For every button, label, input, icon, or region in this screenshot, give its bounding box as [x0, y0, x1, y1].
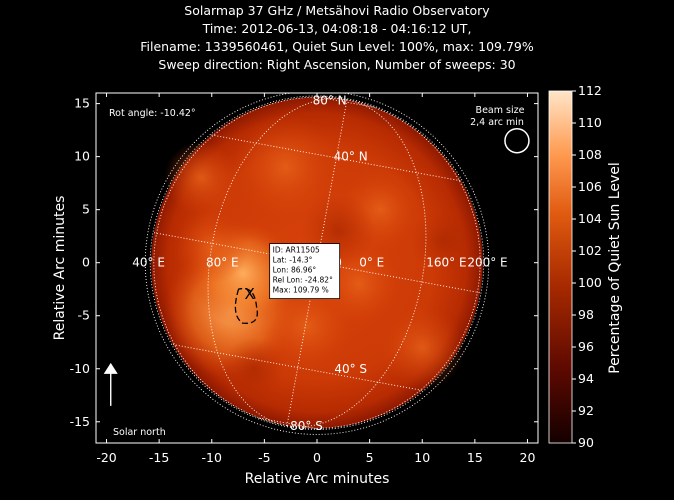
longitude-line [153, 96, 348, 427]
colorbar-tick-label: 112 [578, 83, 602, 98]
grid-label-40s: 40° S [334, 362, 367, 376]
grid-label-lon-0e: 0° E [359, 256, 384, 270]
colorbar-tick-label: 90 [578, 435, 594, 450]
y-tick-label: 15 [74, 96, 90, 111]
active-region-info-line: Lat: -14.3° [273, 256, 313, 265]
colorbar-tick-label: 98 [578, 307, 594, 322]
x-tick-label: 0 [313, 450, 321, 465]
colorbar-tick-label: 108 [578, 147, 602, 162]
y-tick-label: 10 [74, 149, 90, 164]
x-axis-label: Relative Arc minutes [245, 471, 390, 487]
colorbar-tick-label: 92 [578, 403, 594, 418]
x-tick-label: 10 [414, 450, 430, 465]
grid-label-lon-160: 160° E [426, 256, 466, 270]
y-tick-label: 5 [82, 202, 90, 217]
longitude-line [207, 98, 348, 427]
colorbar [548, 90, 573, 444]
outer-limb-circle [144, 93, 490, 435]
title-line-4: Sweep direction: Right Ascension, Number… [158, 57, 516, 72]
active-region-info-line: ID: AR11505 [273, 246, 320, 255]
y-tick-label: -5 [78, 308, 90, 323]
x-tick-label: -20 [96, 450, 116, 465]
y-tick-label: -15 [70, 414, 90, 429]
x-tick-label: -15 [149, 450, 169, 465]
solar-limb-circle [149, 95, 485, 430]
active-region-contour [234, 287, 258, 324]
beam-size-value: 2,4 arc min [470, 117, 524, 128]
title-line-1: Solarmap 37 GHz / Metsähovi Radio Observ… [184, 3, 490, 18]
title-line-3: Filename: 1339560461, Quiet Sun Level: 1… [140, 39, 534, 54]
beam-size-circle [504, 127, 530, 154]
intensity-region [222, 337, 286, 401]
colorbar-tick-label: 94 [578, 371, 594, 386]
colorbar-tick-label: 104 [578, 211, 602, 226]
intensity-region [380, 305, 465, 390]
x-tick-label: 5 [366, 450, 374, 465]
colorbar-tick-label: 100 [578, 275, 602, 290]
latitude-line [258, 417, 316, 429]
colorbar-tick-label: 110 [578, 115, 602, 130]
active-region-marker: X [244, 285, 254, 303]
solar-north-label: Solar north [113, 427, 166, 438]
latitude-line [172, 344, 423, 391]
active-region-info-line: Lon: 86.96° [273, 266, 317, 275]
grid-label-80s: 80° S [290, 419, 323, 433]
grid-label-lon-40: 40° E [132, 256, 165, 270]
colorbar-tick-label: 96 [578, 339, 594, 354]
longitude-line [286, 99, 481, 429]
colorbar-tick-label: 102 [578, 243, 602, 258]
title-line-2: Time: 2012-06-13, 04:08:18 - 04:16:12 UT… [202, 21, 472, 36]
grid-label-lon-80: 80° E [206, 256, 239, 270]
grid-label-lon-200: 200° E [467, 256, 507, 270]
intensity-region [232, 114, 339, 220]
x-tick-label: 15 [467, 450, 483, 465]
chart-title: Solarmap 37 GHz / Metsähovi Radio Observ… [0, 2, 674, 74]
x-tick-label: 20 [520, 450, 536, 465]
active-region-info-box [269, 243, 341, 300]
beam-size-label: Beam size [476, 105, 525, 116]
colorbar-label: Percentage of Quiet Sun Level [607, 162, 623, 374]
intensity-region [164, 141, 239, 215]
active-region-info-line: Max: 109.79 % [273, 286, 329, 295]
y-axis-label: Relative Arc minutes [52, 196, 68, 341]
intensity-region [411, 209, 475, 274]
solar-north-arrow-head [103, 362, 118, 374]
latitude-line [318, 96, 376, 108]
active-region-info-line: Rel Lon: -24.82° [273, 276, 333, 285]
rotation-angle-label: Rot angle: -10.42° [109, 108, 196, 119]
colorbar-tick-label: 106 [578, 179, 602, 194]
x-tick-label: -5 [258, 450, 270, 465]
y-tick-label: 0 [82, 255, 90, 270]
grid-label-40n: 40° N [334, 150, 368, 164]
x-tick-label: -10 [202, 450, 222, 465]
grid-label-80n: 80° N [313, 93, 347, 107]
y-tick-label: -10 [70, 361, 90, 376]
longitude-line [286, 99, 427, 428]
intensity-region [174, 209, 249, 284]
